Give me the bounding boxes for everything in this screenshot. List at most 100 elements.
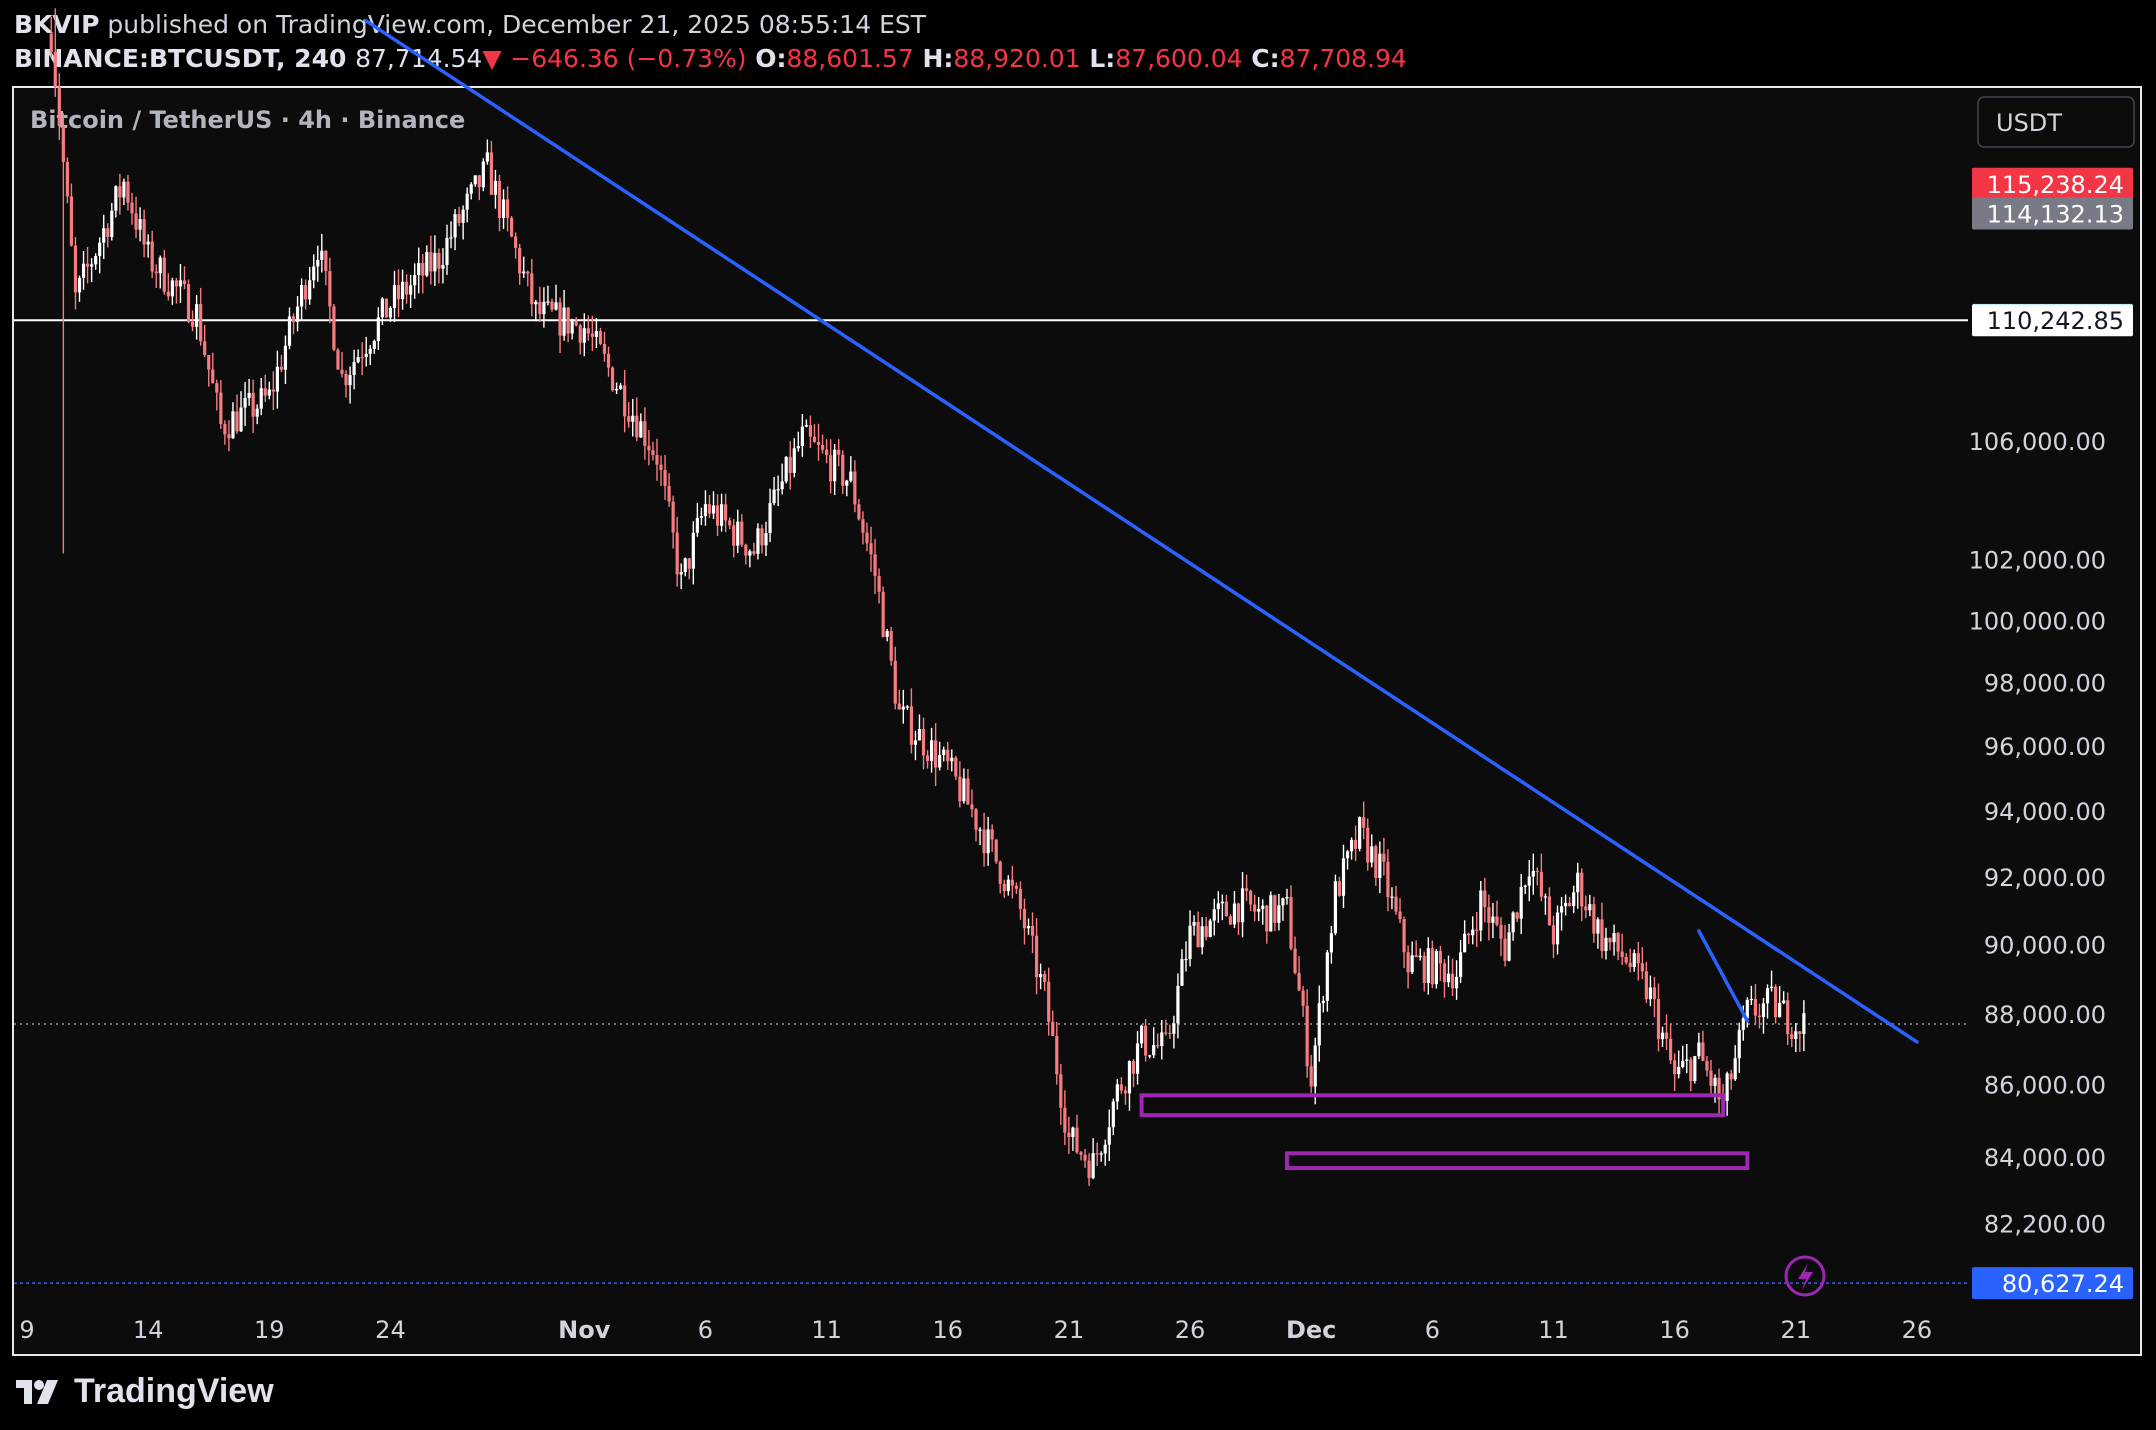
candle (1063, 1090, 1067, 1145)
candle (1370, 834, 1374, 868)
candle (437, 248, 441, 284)
candle (841, 450, 845, 495)
candle (1180, 949, 1184, 986)
candle (1305, 989, 1309, 1078)
candle (1584, 895, 1588, 919)
candle (1317, 985, 1321, 1062)
candle (211, 352, 215, 384)
open-label: O: (755, 44, 787, 73)
candle (166, 273, 170, 301)
trendline-1[interactable] (1697, 929, 1750, 1023)
candle (1467, 932, 1471, 945)
candle (73, 236, 78, 310)
publisher-name[interactable]: BKVIP (14, 10, 100, 39)
candle (1111, 1098, 1115, 1136)
candle (1091, 1138, 1095, 1180)
candle (1119, 1077, 1123, 1095)
candle (845, 479, 849, 497)
candle (663, 454, 667, 500)
x-tick-label: Nov (558, 1316, 611, 1344)
candle (98, 237, 102, 274)
candle (1228, 914, 1233, 925)
candle (929, 727, 934, 773)
price-badge-1: 114,132.13 (1972, 197, 2133, 230)
support-zone-0[interactable] (1139, 1093, 1726, 1118)
candle (1289, 885, 1293, 951)
x-tick-label: Dec (1286, 1316, 1336, 1344)
candle (938, 741, 942, 771)
lightning-icon[interactable] (1784, 1255, 1826, 1297)
candle (1463, 920, 1467, 953)
candle (1196, 911, 1200, 948)
candle (344, 370, 348, 398)
candle (1422, 951, 1426, 992)
candle (457, 206, 461, 227)
open-value: 88,601.57 (786, 44, 914, 73)
candle (308, 266, 312, 305)
candle (602, 332, 607, 362)
candle (186, 279, 191, 324)
candle (1378, 841, 1382, 894)
candle (950, 749, 954, 772)
candle (1382, 837, 1386, 876)
candle (1337, 876, 1342, 897)
candle (90, 258, 94, 283)
candle (962, 768, 966, 804)
candle (853, 460, 857, 513)
candle (655, 438, 659, 481)
candle (816, 423, 821, 461)
candle (1535, 867, 1539, 886)
candle (1354, 825, 1358, 862)
candle (1051, 1010, 1055, 1037)
candle (364, 336, 368, 367)
y-tick-label: 86,000.00 (1984, 1072, 2106, 1100)
candle (69, 183, 74, 247)
candle (1265, 904, 1269, 944)
high-value: 88,920.01 (953, 44, 1081, 73)
candle (1269, 891, 1273, 932)
candle (1580, 868, 1584, 922)
candle (1398, 898, 1402, 924)
candle (800, 414, 804, 457)
candle (77, 275, 82, 302)
trendline-0[interactable] (364, 19, 1919, 1044)
candle (530, 258, 534, 317)
y-tick-label: 106,000.00 (1969, 428, 2106, 456)
candle (1099, 1151, 1103, 1162)
candle (1325, 950, 1329, 1012)
candle (1709, 1059, 1713, 1096)
candle (534, 299, 538, 322)
candle (1737, 1022, 1741, 1073)
candle (671, 495, 675, 549)
candle (1349, 837, 1354, 860)
candle (869, 526, 873, 572)
candle (1394, 885, 1398, 915)
candle (388, 306, 393, 322)
candle (1636, 941, 1640, 981)
candle (182, 266, 187, 290)
candle (1273, 894, 1277, 932)
candle (1358, 816, 1362, 852)
candle (1681, 1045, 1685, 1069)
candle (1725, 1071, 1729, 1116)
candle (215, 379, 219, 411)
candle (1176, 973, 1180, 1039)
candle (65, 157, 69, 204)
candle (150, 230, 154, 279)
x-tick-label: 26 (1902, 1316, 1933, 1344)
currency-button[interactable]: USDT (1977, 96, 2135, 148)
candle (405, 274, 409, 304)
candle (110, 202, 114, 241)
support-zone-1[interactable] (1284, 1151, 1750, 1171)
svg-text:110,242.85: 110,242.85 (1987, 307, 2124, 335)
candle (445, 224, 449, 275)
chart-title: Bitcoin / TetherUS · 4h · Binance (30, 106, 465, 134)
currency-label: USDT (1996, 109, 2062, 137)
candle (1765, 984, 1770, 1019)
candle (1204, 917, 1208, 941)
candle (505, 186, 510, 232)
x-tick-label: 6 (1425, 1316, 1440, 1344)
candle (934, 723, 938, 787)
close-value: 87,708.94 (1279, 44, 1407, 73)
